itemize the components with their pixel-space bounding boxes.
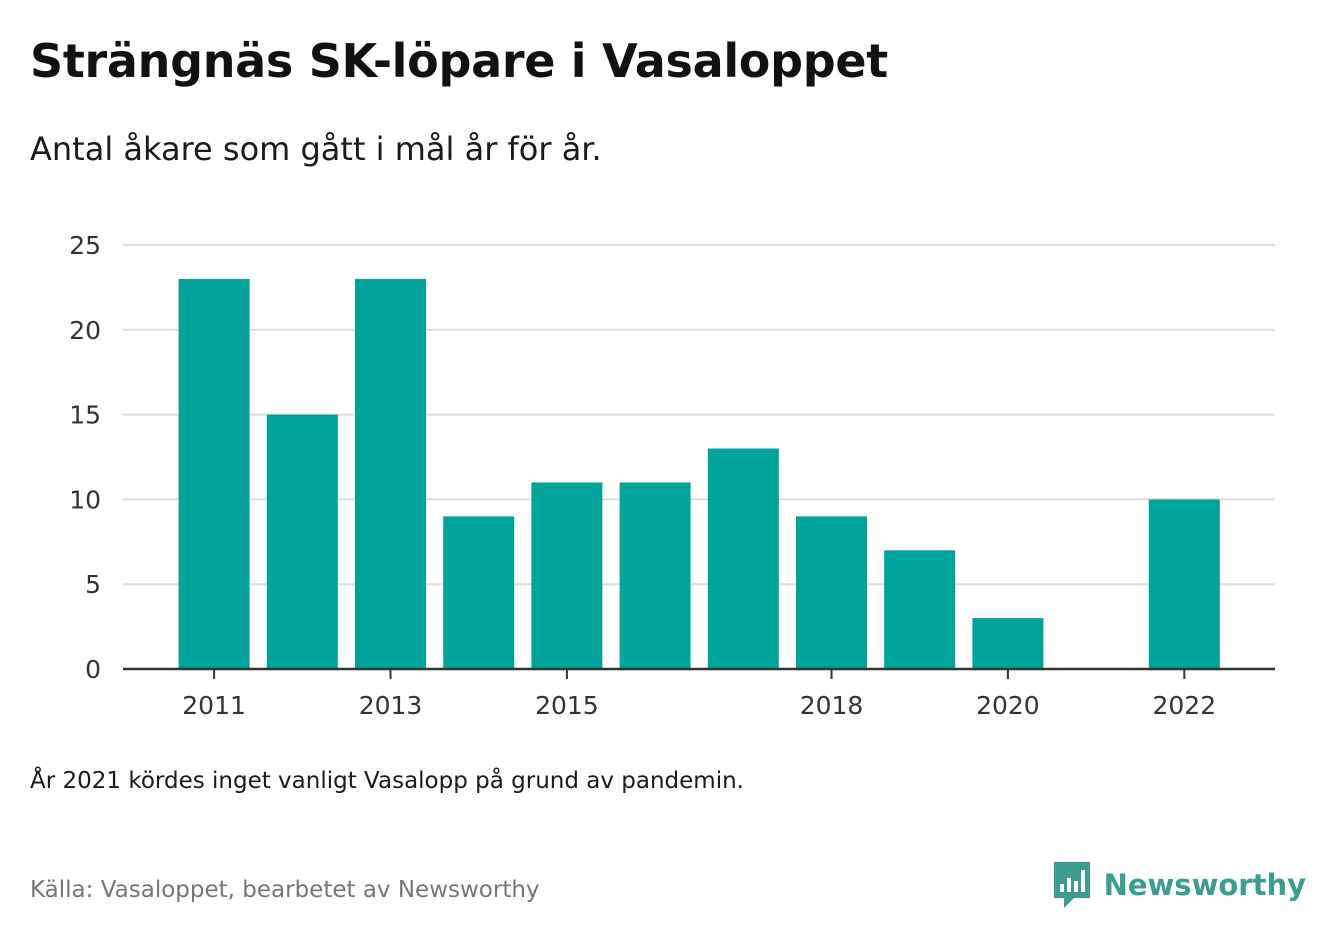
bar-2017 [707,448,779,669]
bar-2011 [178,278,250,669]
y-axis-ticks: 0 5 10 15 20 25 [69,231,101,684]
chart-title: Strängnäs SK-löpare i Vasaloppet [30,34,888,88]
x-tick-label: 2015 [535,691,599,720]
x-tick-label: 2020 [976,691,1040,720]
bar-2018 [796,516,867,669]
y-tick-label: 5 [85,570,101,599]
chart-subtitle: Antal åkare som gått i mål år för år. [30,130,602,168]
bar-2020 [972,618,1044,669]
x-tick-label: 2013 [359,691,423,720]
x-tick-label: 2022 [1152,691,1216,720]
y-tick-label: 25 [69,231,101,260]
x-tick-label: 2018 [800,691,864,720]
x-tick-label: 2011 [182,691,246,720]
bar-2022 [1148,499,1220,669]
y-tick-label: 0 [85,655,101,684]
bar-chart: 0 5 10 15 20 25 2011 2013 2015 2018 2020 2022 [69,231,1275,720]
brand-name: Newsworthy [1103,868,1306,902]
bar-2013 [355,278,426,669]
bar-2019 [884,550,956,669]
y-tick-label: 15 [69,401,101,430]
source-credit: Källa: Vasaloppet, bearbetet av Newswort… [30,877,540,903]
footnote: År 2021 kördes inget vanligt Vasalopp på… [30,768,744,794]
bar-2014 [443,516,515,669]
y-tick-label: 20 [69,316,101,345]
x-axis: 2011 2013 2015 2018 2020 2022 [123,667,1275,720]
bar-2016 [619,482,691,669]
bars [178,278,1220,669]
chart-bubble-icon [1053,862,1090,908]
y-tick-label: 10 [69,485,101,514]
bar-2012 [266,414,338,669]
bar-2015 [531,482,603,669]
brand-logo: Newsworthy [1052,860,1306,910]
